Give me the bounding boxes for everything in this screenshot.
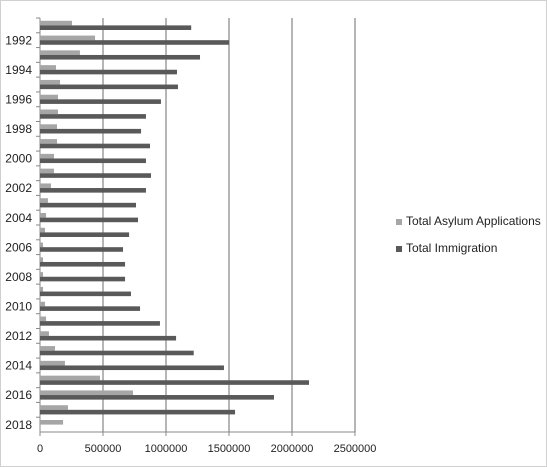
y-tick-label: 2006	[5, 240, 32, 254]
bar	[40, 276, 126, 282]
y-tick-label: 1994	[5, 63, 32, 77]
bar	[40, 217, 139, 223]
x-tick-label: 500000	[85, 443, 122, 455]
y-tick-label: 2018	[5, 418, 32, 432]
y-tick-label: 1998	[5, 122, 32, 136]
y-tick-label: 2014	[5, 359, 32, 373]
bar	[40, 128, 142, 134]
x-tick-label: 1500000	[208, 443, 251, 455]
bar	[40, 198, 48, 203]
bar	[40, 50, 80, 55]
bar	[40, 257, 44, 262]
bar	[40, 20, 73, 26]
bar	[40, 316, 47, 322]
bar	[40, 168, 54, 174]
bar	[40, 173, 152, 178]
bar	[40, 346, 55, 351]
bar	[40, 365, 224, 371]
bar	[40, 183, 51, 189]
legend-swatch	[396, 219, 402, 225]
bar	[40, 139, 58, 144]
bar	[40, 99, 161, 104]
bar	[40, 420, 64, 425]
bar	[40, 114, 146, 119]
bar	[40, 291, 131, 297]
bar	[40, 202, 137, 208]
legend-label: Total Immigration	[406, 241, 497, 255]
bar	[40, 84, 178, 90]
bar	[40, 79, 61, 85]
bar	[40, 272, 44, 277]
bar	[40, 380, 310, 385]
y-tick-label: 1992	[5, 33, 32, 47]
bar	[40, 409, 236, 415]
y-tick-label: 2008	[5, 270, 32, 284]
bar	[40, 321, 160, 326]
y-tick-label: 2016	[5, 388, 32, 402]
x-tick-label: 2500000	[334, 443, 377, 455]
y-tick-label: 1996	[5, 92, 32, 106]
bar	[40, 335, 177, 341]
bar	[40, 188, 146, 193]
bar	[40, 390, 133, 396]
bar	[40, 227, 46, 233]
legend-label: Total Asylum Applications	[406, 214, 541, 228]
bar	[40, 306, 141, 311]
bar	[40, 143, 150, 149]
x-tick-label: 0	[37, 443, 43, 455]
y-tick-label: 2000	[5, 152, 32, 166]
bar	[40, 124, 58, 129]
bar	[40, 331, 49, 336]
x-tick-label: 1000000	[145, 443, 188, 455]
y-tick-label: 2010	[5, 299, 32, 313]
bar	[40, 261, 126, 267]
legend-swatch	[396, 246, 402, 252]
bar	[40, 286, 44, 292]
bar	[40, 405, 68, 410]
x-tick-label: 2000000	[271, 443, 314, 455]
bar	[40, 247, 124, 252]
bar	[40, 65, 57, 70]
bar	[40, 158, 146, 164]
bar	[40, 54, 201, 60]
bar	[40, 360, 65, 366]
bar	[40, 40, 229, 45]
bar	[40, 395, 274, 400]
bar	[40, 35, 96, 41]
bar	[40, 232, 130, 237]
bar	[40, 350, 194, 356]
y-tick-label: 2012	[5, 329, 32, 343]
bar	[40, 109, 59, 115]
bar	[40, 69, 177, 75]
bar	[40, 242, 44, 248]
bar	[40, 153, 54, 159]
y-tick-label: 2002	[5, 181, 32, 195]
bar	[40, 301, 46, 307]
bar	[40, 375, 100, 381]
bar	[40, 94, 59, 100]
bar	[40, 25, 192, 30]
bar	[40, 213, 47, 218]
y-tick-label: 2004	[5, 211, 32, 225]
